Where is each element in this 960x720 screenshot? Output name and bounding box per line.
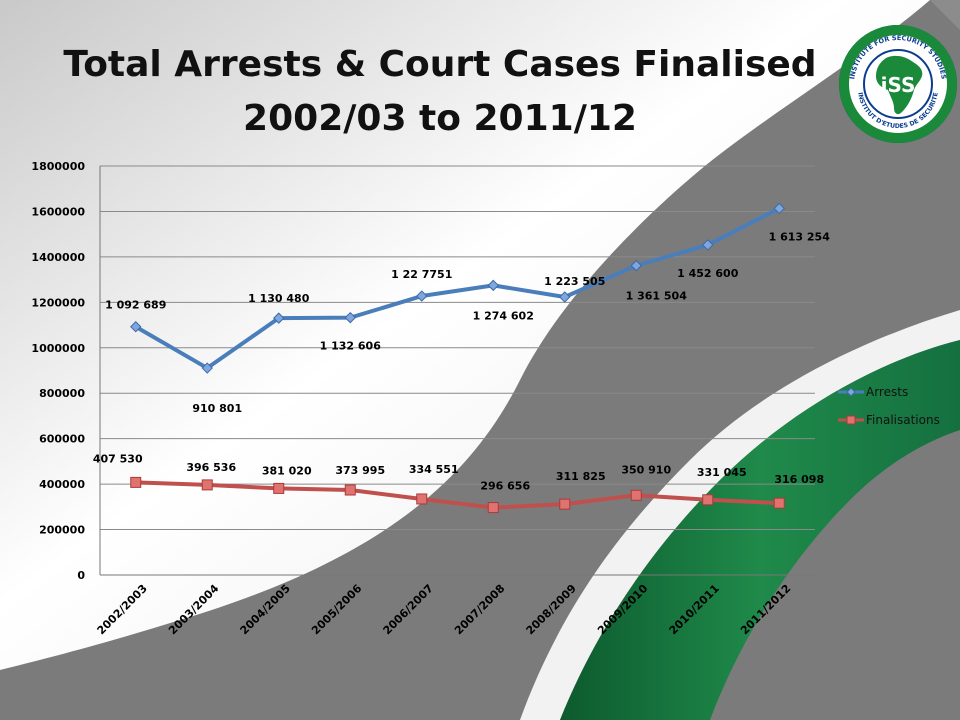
data-label: 316 098 [774,473,824,486]
data-point [487,502,499,514]
data-point [273,312,285,324]
series-line-finalisations [135,480,780,510]
data-label: 1 361 504 [626,290,688,303]
data-point [416,493,428,505]
data-label: 1 130 480 [248,292,310,305]
chart-legend: Arrests Finalisations [838,385,940,427]
y-tick-label: 600000 [39,433,85,446]
y-tick-label: 1000000 [31,342,85,355]
x-tick-label: 2007/2008 [452,582,507,637]
y-tick-label: 1200000 [31,296,85,309]
data-label: 1 223 505 [544,275,605,288]
y-axis-ticks: 0 200000 400000 600000 800000 1000000 1200000 1… [31,160,85,582]
title-line-2: 2002/03 to 2011/12 [243,98,637,139]
x-tick-label: 2008/2009 [524,582,579,637]
y-tick-label: 800000 [39,387,85,400]
title-line-1: Total Arrests & Court Cases Finalised [63,44,817,85]
data-label: 311 825 [556,470,606,483]
africa-shape [876,55,923,115]
data-label: 1 452 600 [677,267,739,280]
legend-label: Finalisations [866,413,940,427]
data-label: 334 551 [409,463,459,476]
y-tick-label: 200000 [39,524,85,537]
data-label: 373 995 [335,464,385,477]
y-tick-label: 1800000 [31,160,85,173]
data-point [630,489,642,501]
data-point [487,279,499,292]
data-label: 1 132 606 [320,340,382,353]
data-label: 1 274 602 [473,309,534,322]
x-tick-label: 2004/2005 [238,582,293,637]
data-label: 1 092 689 [105,299,166,312]
data-label: 350 910 [621,463,671,476]
x-tick-label: 2006/2007 [381,582,436,637]
data-labels: 1 092 689 910 801 1 130 480 1 132 606 1 22 7… [93,230,830,492]
data-point [416,290,428,302]
data-label: 910 801 [192,402,242,415]
x-tick-label: 2009/2010 [595,582,651,638]
iss-logo: iSS INSTITUTE FOR SECURITY STUDIES INSTI… [839,25,957,143]
data-point [773,202,785,215]
data-label: 396 536 [186,461,236,474]
data-label: 331 045 [697,466,747,479]
data-point [344,311,356,324]
chart-series [130,202,785,514]
data-label: 296 656 [480,480,530,493]
series-line-arrests [134,206,781,371]
data-point [130,476,142,488]
data-label: 407 530 [93,452,143,465]
slide-title: Total Arrests & Court Cases Finalised 20… [40,38,840,146]
data-point [702,239,714,251]
data-point [630,259,642,272]
data-point [273,482,285,494]
x-axis-ticks: 2002/2003 2003/2004 2004/2005 2005/2006 2006… [95,582,794,638]
x-tick-label: 2002/2003 [95,582,150,637]
logo-center-text: iSS [881,73,916,97]
data-point [130,321,142,333]
data-point [201,479,213,491]
y-tick-label: 400000 [39,478,85,491]
y-tick-label: 1400000 [31,251,85,264]
data-label: 1 22 7751 [391,268,452,281]
x-tick-label: 2011/2012 [738,582,793,637]
x-tick-label: 2005/2006 [309,582,365,638]
data-point [201,362,213,374]
legend-marker [846,387,856,397]
legend-marker [846,415,856,425]
data-point [702,494,714,506]
data-point [559,291,571,303]
x-tick-label: 2003/2004 [166,582,222,638]
data-label: 381 020 [262,464,312,477]
y-tick-label: 1600000 [31,205,85,218]
data-point [773,497,785,509]
data-label: 1 613 254 [769,230,831,243]
data-point [559,498,571,510]
data-point [344,484,356,496]
y-tick-label: 0 [77,569,85,582]
chart-gridlines [99,165,815,576]
legend-label: Arrests [866,385,908,399]
x-tick-label: 2010/2011 [667,582,722,637]
